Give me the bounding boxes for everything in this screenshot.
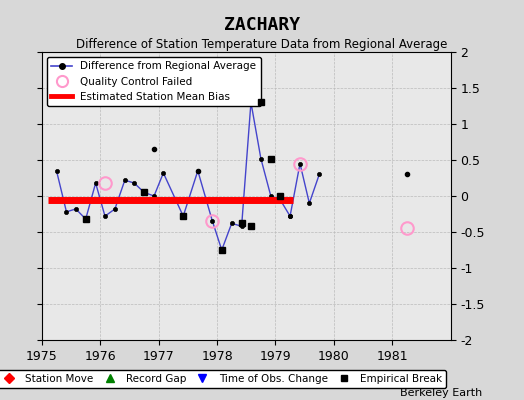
Difference from Regional Average bbox=[248, 100, 254, 105]
Difference from Regional Average bbox=[141, 190, 147, 195]
Difference from Regional Average bbox=[63, 210, 70, 214]
Text: Berkeley Earth: Berkeley Earth bbox=[400, 388, 482, 398]
Difference from Regional Average bbox=[102, 214, 108, 218]
Difference from Regional Average bbox=[73, 206, 79, 211]
Difference from Regional Average bbox=[287, 214, 293, 218]
Text: Difference of Station Temperature Data from Regional Average: Difference of Station Temperature Data f… bbox=[77, 38, 447, 51]
Difference from Regional Average bbox=[238, 224, 245, 229]
Difference from Regional Average bbox=[53, 168, 60, 173]
Difference from Regional Average bbox=[195, 168, 201, 173]
Difference from Regional Average bbox=[277, 197, 283, 202]
Difference from Regional Average bbox=[209, 219, 215, 224]
Difference from Regional Average bbox=[268, 194, 274, 198]
Difference from Regional Average bbox=[122, 178, 128, 182]
Difference from Regional Average bbox=[228, 221, 235, 226]
Difference from Regional Average bbox=[160, 170, 167, 175]
Difference from Regional Average bbox=[112, 206, 118, 211]
Difference from Regional Average bbox=[93, 181, 99, 186]
Difference from Regional Average bbox=[131, 181, 137, 186]
Difference from Regional Average bbox=[219, 248, 225, 252]
Text: ZACHARY: ZACHARY bbox=[224, 16, 300, 34]
Difference from Regional Average bbox=[151, 194, 157, 198]
Difference from Regional Average bbox=[83, 217, 89, 222]
Difference from Regional Average bbox=[180, 214, 187, 218]
Line: Difference from Regional Average: Difference from Regional Average bbox=[54, 100, 292, 252]
Legend: Station Move, Record Gap, Time of Obs. Change, Empirical Break: Station Move, Record Gap, Time of Obs. C… bbox=[0, 370, 446, 388]
Difference from Regional Average bbox=[258, 156, 264, 161]
